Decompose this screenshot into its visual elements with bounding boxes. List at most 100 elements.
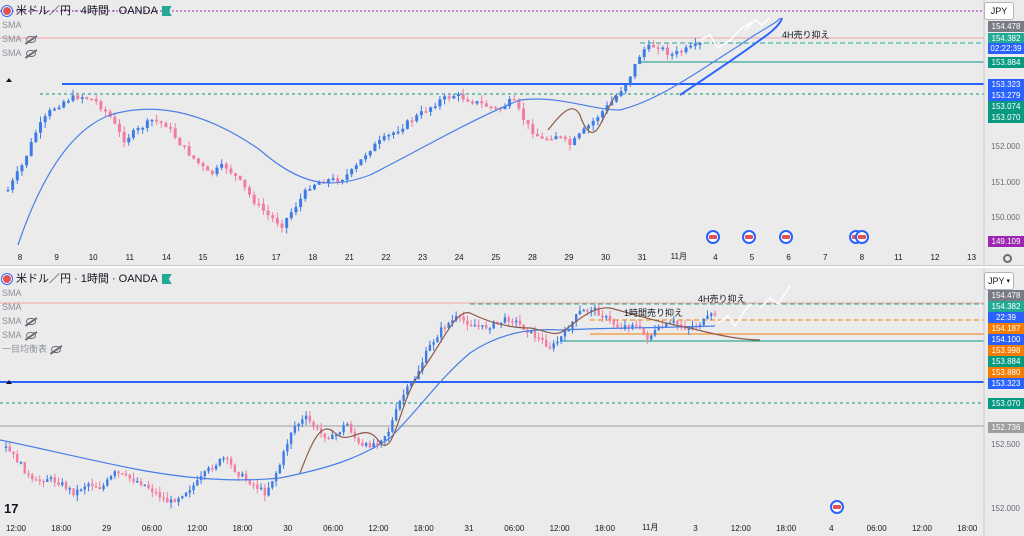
candle-body [488,328,492,330]
currency-button[interactable]: JPY ▾ [984,272,1014,290]
time-axis-tick: 7 [822,253,828,262]
chart-pane-1h[interactable]: 米ドル／円 · 1時間 · OANDA SMA SMA SMA SMA 一目均衡… [0,268,1024,536]
time-axis-1h[interactable]: 12:00 18:00 29 06:00 12:00 18:00 30 06:00 12:00 1… [0,520,984,536]
candle-body [38,479,41,482]
candle-body [405,120,409,129]
indicator-label[interactable]: 一目均衡表 [2,344,48,354]
tradingview-logo-icon: 17 [4,501,19,516]
candle-body [102,485,105,490]
candle-body [545,138,549,141]
indicator-label[interactable]: SMA [2,34,22,44]
candle-body [406,386,409,395]
candle-body [158,492,162,498]
pane-divider[interactable] [0,265,1024,268]
hidden-eye-icon[interactable] [25,35,36,43]
price-label: 153.074 [988,101,1024,112]
price-label: 153.070 [988,398,1024,409]
candle-body [522,324,525,330]
collapse-legend-chevron-up-icon[interactable] [6,380,12,384]
candle-body [638,325,642,329]
candle-body [303,189,307,199]
candle-body [424,350,428,363]
candle-body [466,320,469,325]
candle-body [76,95,80,99]
candle-body [559,336,563,342]
price-axis-tick: 152.500 [991,440,1020,449]
indicator-label[interactable]: SMA [2,20,22,30]
indicator-label[interactable]: SMA [2,316,22,326]
settings-gear-icon[interactable] [1003,254,1012,263]
candle-body [496,321,499,324]
time-axis-tick: 06:00 [866,524,887,533]
economic-event-icon[interactable] [830,500,844,514]
candle-body [222,457,225,460]
candle-body [578,310,582,315]
hidden-eye-icon[interactable] [51,345,62,353]
candle-body [484,325,488,329]
candle-body [350,169,354,175]
indicator-label[interactable]: SMA [2,302,22,312]
hidden-eye-icon[interactable] [25,317,36,325]
economic-event-icon[interactable] [706,230,720,244]
time-axis-tick: 25 [491,253,501,262]
candle-body [128,474,131,479]
candle-body [316,427,319,429]
candlestick-chart-4h[interactable] [0,0,1024,265]
candle-body [477,325,480,327]
candle-body [429,107,433,112]
candle-body [16,454,19,463]
economic-event-icon[interactable] [779,230,793,244]
candle-body [456,94,460,97]
candle-body [151,488,154,493]
indicator-label[interactable]: SMA [2,330,22,340]
candle-body [391,420,394,432]
currency-button[interactable]: JPY [984,2,1014,20]
candle-body [548,346,552,349]
sell-pressure-annotation-1h[interactable]: 1時間売り抑え [624,308,684,318]
candlestick-chart-1h[interactable] [0,268,1024,536]
currency-label: JPY [990,6,1008,16]
candle-body [285,218,289,228]
time-axis-tick: 4 [713,253,718,262]
sell-pressure-annotation-4h[interactable]: 4H売り抑え [698,294,746,304]
candle-body [593,307,597,311]
candle-body [394,409,398,421]
candle-body [237,471,240,477]
economic-event-icon[interactable] [742,230,756,244]
candle-body [181,496,184,499]
legend-1h: 米ドル／円 · 1時間 · OANDA SMA SMA SMA SMA 一目均衡… [2,272,172,356]
indicator-label[interactable]: SMA [2,288,22,298]
candle-body [214,465,218,470]
candle-body [201,163,205,167]
sell-pressure-annotation-4h[interactable]: 4H売り抑え [782,30,830,40]
candle-body [601,315,604,318]
hidden-eye-icon[interactable] [25,331,36,339]
collapse-legend-chevron-up-icon[interactable] [6,78,12,82]
indicator-label[interactable]: SMA [2,48,22,58]
candle-body [616,324,619,328]
legend-4h: 米ドル／円 · 4時間 · OANDA SMA SMA SMA [2,4,172,60]
candle-body [368,443,372,448]
candle-body [182,145,186,147]
hidden-eye-icon[interactable] [25,49,36,57]
time-axis-tick: 31 [464,524,474,533]
candle-body [503,317,507,323]
candle-body [554,136,558,140]
time-axis-tick: 12:00 [911,524,933,533]
candle-body [624,84,628,92]
candle-body [503,106,507,109]
economic-event-icon[interactable] [855,230,869,244]
candle-body [596,117,600,121]
candle-body [387,431,390,437]
candle-body [99,101,103,110]
candle-body [244,473,248,480]
time-axis-4h[interactable]: 8 9 10 11 14 15 16 17 18 21 22 23 24 25 28 29 30 31 11月 4 5 6… [0,249,984,265]
time-axis-tick: 18:00 [594,524,615,533]
chart-pane-4h[interactable]: 米ドル／円 · 4時間 · OANDA SMA SMA SMA JPY 154.… [0,0,1024,265]
price-label: 154.382 [988,301,1024,312]
price-label: 153.884 [988,356,1024,367]
chevron-down-icon: ▾ [1006,278,1011,285]
candle-body [443,96,447,100]
candle-body [567,330,570,332]
price-label: 153.323 [988,378,1024,389]
